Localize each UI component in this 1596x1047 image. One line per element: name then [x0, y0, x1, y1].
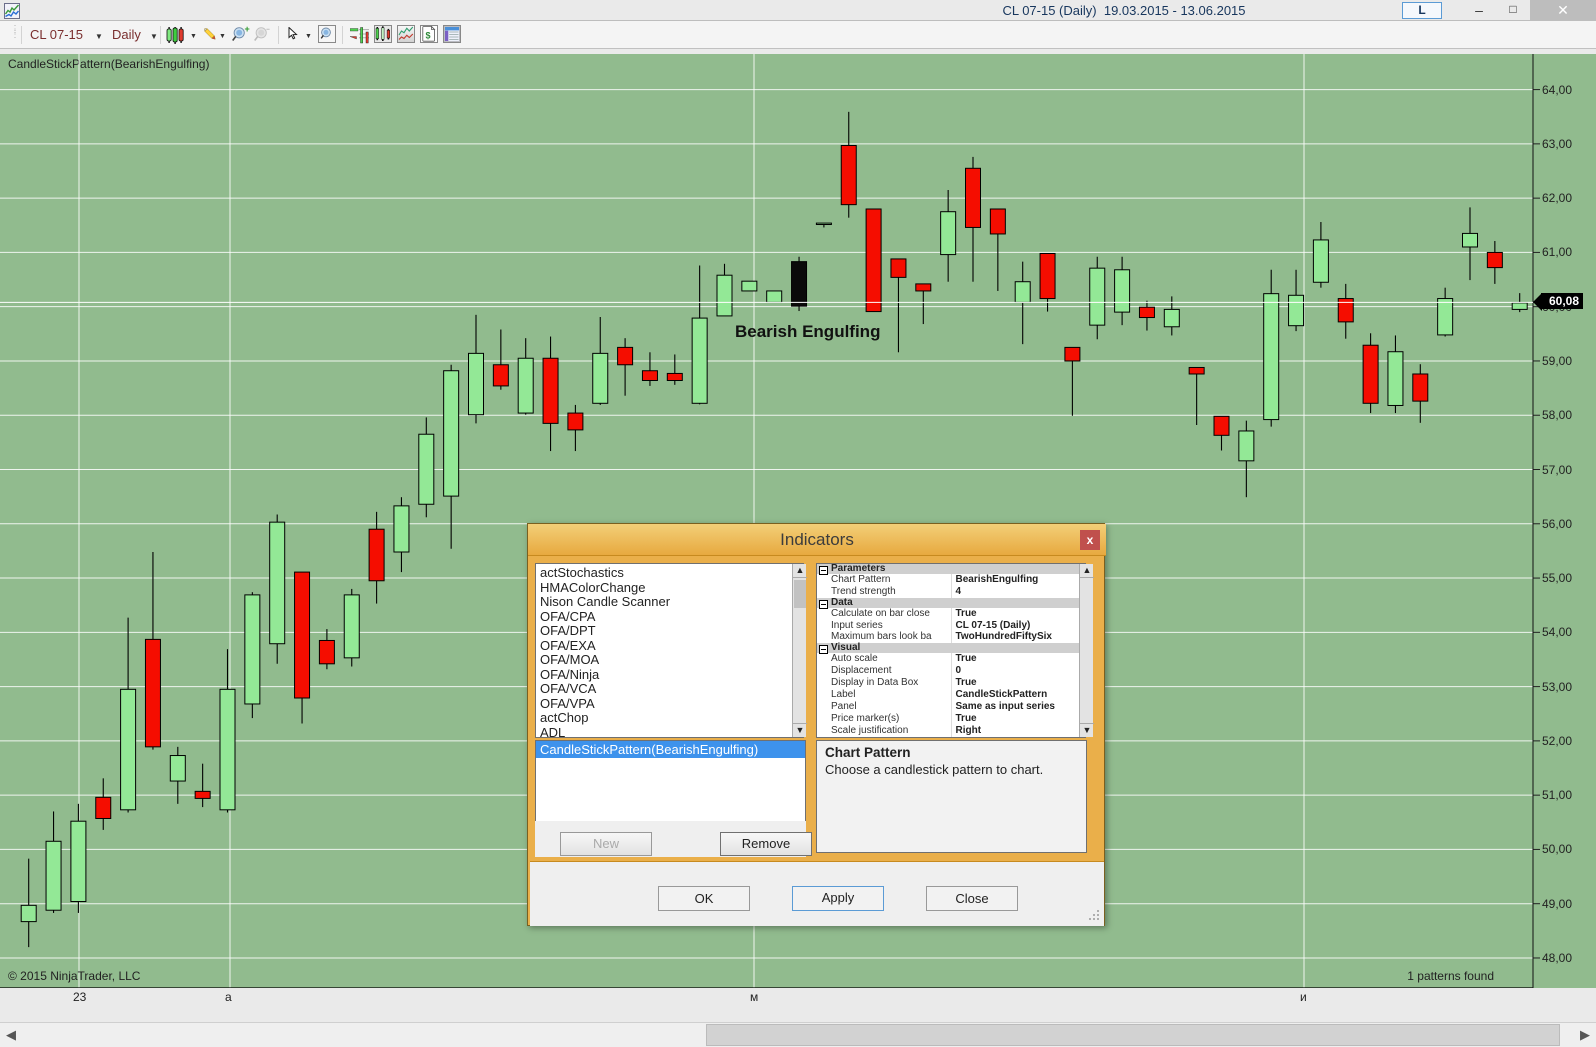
svg-text:$: $	[425, 31, 430, 41]
svg-text:+: +	[245, 26, 250, 34]
